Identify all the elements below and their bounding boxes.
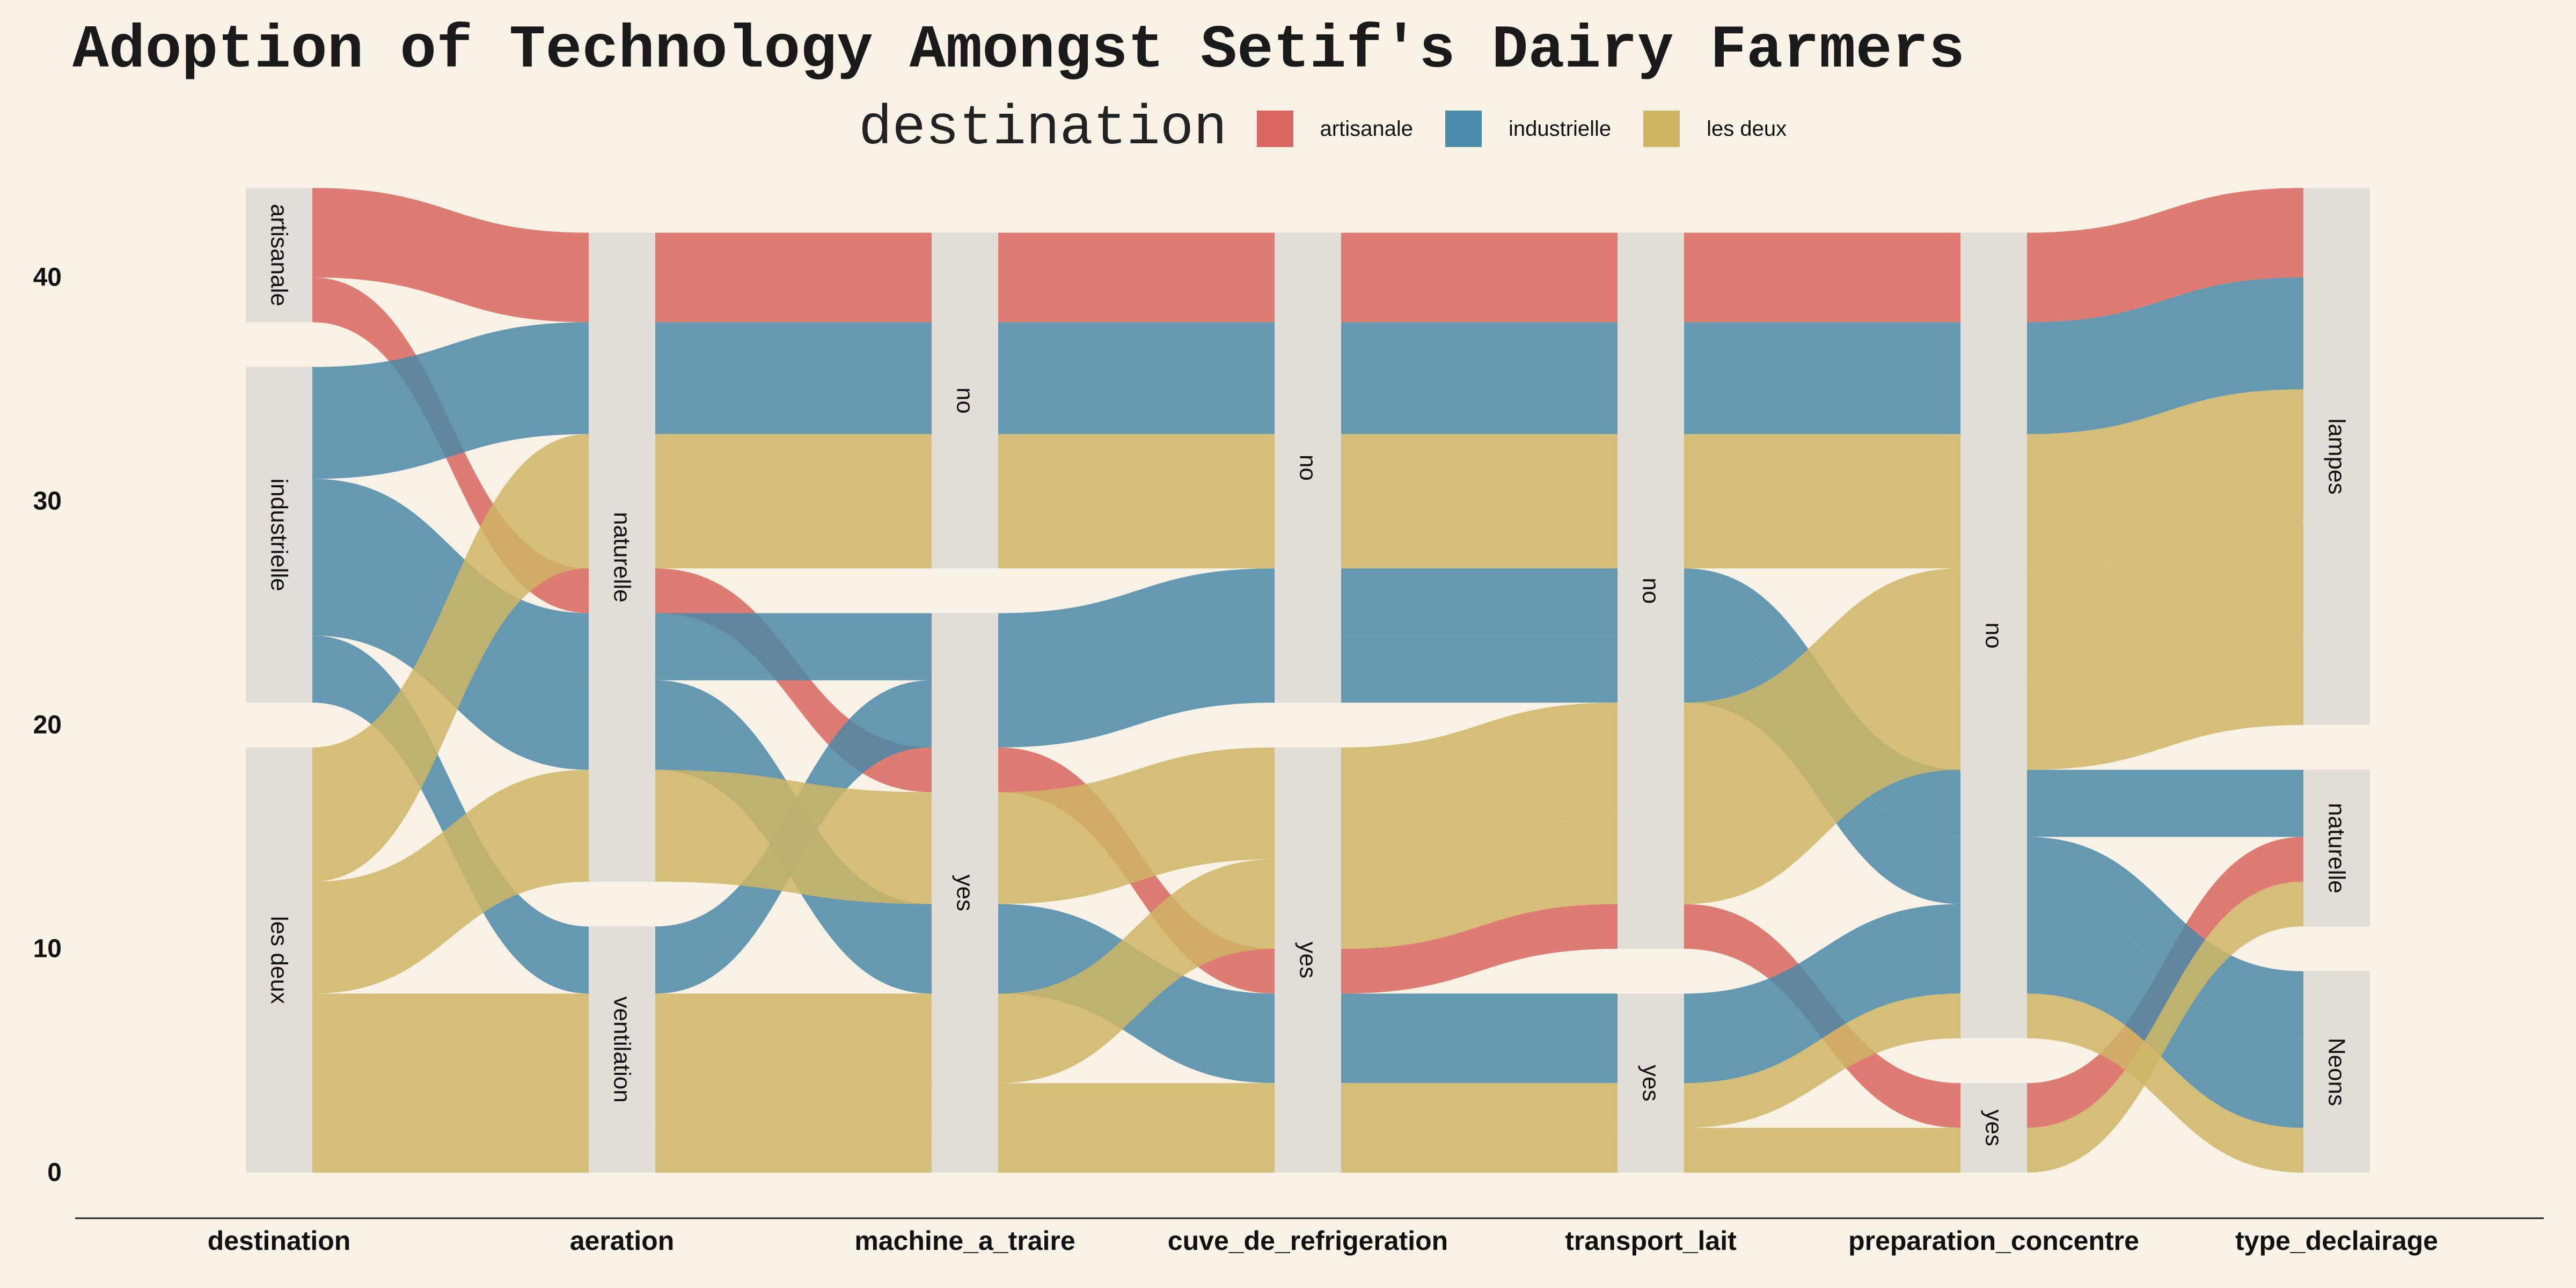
- x-tick-label: machine_a_traire: [854, 1226, 1075, 1256]
- flow-industrielle-4: [312, 479, 2303, 837]
- strata-layer: les deux industrielle artisanale ventilatio…: [246, 188, 2370, 1173]
- stratum-label: no: [1295, 455, 1321, 481]
- x-tick-label: cuve_de_refrigeration: [1168, 1226, 1448, 1256]
- y-tick-label: 40: [33, 264, 62, 292]
- stratum-transport-lait-yes: [1618, 993, 1684, 1173]
- stratum-label: yes: [1295, 942, 1321, 978]
- y-tick-label: 10: [33, 935, 62, 963]
- stratum-label: ventilation: [609, 997, 635, 1103]
- stratum-destination-les-deux: [246, 747, 312, 1173]
- stratum-label: les deux: [266, 916, 292, 1004]
- legend-swatch-industrielle: [1445, 111, 1482, 147]
- stratum-label: naturelle: [609, 512, 635, 603]
- stratum-label: yes: [952, 875, 978, 911]
- flow-les-deux-11: [312, 881, 2303, 1173]
- flow-industrielle-5: [312, 546, 2303, 1128]
- stratum-type-declairage-lampes: [2303, 188, 2370, 725]
- stratum-label: naturelle: [2324, 803, 2350, 894]
- legend-label: les deux: [1707, 116, 1787, 141]
- legend-item-industrielle: industrielle: [1445, 111, 1611, 147]
- stratum-label: yes: [1981, 1109, 2007, 1146]
- stratum-transport-lait-no: [1618, 232, 1684, 949]
- stratum-destination-artisanale: [246, 188, 312, 323]
- chart-title: Adoption of Technology Amongst Setif's D…: [72, 16, 1965, 85]
- stratum-label: no: [1638, 577, 1664, 604]
- stratum-cuve-de-refrigeration-yes: [1275, 747, 1341, 1173]
- stratum-aeration-naturelle: [589, 232, 655, 882]
- stratum-machine-a-traire-no: [932, 232, 998, 569]
- stratum-preparation-concentre-yes: [1960, 1083, 2027, 1173]
- flows-layer: [312, 188, 2303, 1173]
- legend-swatch-artisanale: [1256, 111, 1293, 147]
- legend-item-les-deux: les deux: [1643, 111, 1787, 147]
- x-tick-label: aeration: [570, 1226, 675, 1256]
- legend-title: destination: [859, 97, 1227, 160]
- flow-les-deux-9: [312, 635, 2303, 1084]
- axes-layer: 0 10 20 30 40 destination aeration machine_a_tr…: [33, 264, 2544, 1256]
- stratum-type-declairage-naturelle: [2303, 770, 2370, 927]
- legend-item-artisanale: artisanale: [1256, 111, 1413, 147]
- flow-artisanale-1: [312, 188, 2303, 323]
- x-tick-label: type_declairage: [2235, 1226, 2438, 1256]
- y-tick-label: 0: [47, 1159, 62, 1187]
- flow-les-deux-7: [312, 389, 2303, 882]
- legend-swatch-les-deux: [1643, 111, 1680, 147]
- x-tick-label: transport_lait: [1565, 1226, 1737, 1256]
- stratum-machine-a-traire-yes: [932, 613, 998, 1173]
- stratum-label: no: [1981, 623, 2007, 649]
- stratum-aeration-ventilation: [589, 926, 655, 1173]
- y-tick-label: 30: [33, 487, 62, 516]
- flow-industrielle-3: [312, 277, 2303, 479]
- stratum-label: no: [952, 387, 978, 414]
- stratum-type-declairage-neons: [2303, 971, 2370, 1173]
- legend: destination artisanale industrielle les …: [859, 97, 1819, 161]
- legend-label: artisanale: [1320, 116, 1413, 141]
- x-tick-label: preparation_concentre: [1848, 1226, 2139, 1256]
- y-tick-label: 20: [33, 711, 62, 740]
- legend-label: industrielle: [1508, 116, 1612, 141]
- flow-les-deux-8: [312, 523, 2303, 994]
- stratum-cuve-de-refrigeration-no: [1275, 232, 1341, 703]
- stratum-destination-industrielle: [246, 367, 312, 703]
- stratum-label: industrielle: [266, 478, 292, 591]
- stratum-preparation-concentre-no: [1960, 232, 2027, 1038]
- x-tick-label: destination: [208, 1226, 351, 1256]
- stratum-label: yes: [1638, 1065, 1664, 1101]
- stratum-label: lampes: [2324, 419, 2350, 495]
- stratum-label: Neons: [2324, 1038, 2350, 1106]
- stratum-label: artisanale: [266, 204, 292, 306]
